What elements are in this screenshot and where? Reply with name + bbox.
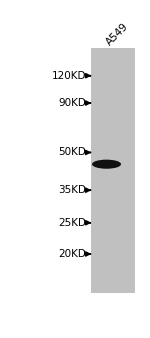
Text: 35KD: 35KD xyxy=(58,185,86,195)
Text: 120KD: 120KD xyxy=(52,71,86,81)
Text: 20KD: 20KD xyxy=(58,249,86,259)
Text: 50KD: 50KD xyxy=(58,147,86,158)
Ellipse shape xyxy=(92,160,121,169)
Text: 25KD: 25KD xyxy=(58,218,86,228)
Text: 90KD: 90KD xyxy=(58,98,86,108)
Bar xyxy=(91,48,135,293)
Text: A549: A549 xyxy=(105,21,131,47)
